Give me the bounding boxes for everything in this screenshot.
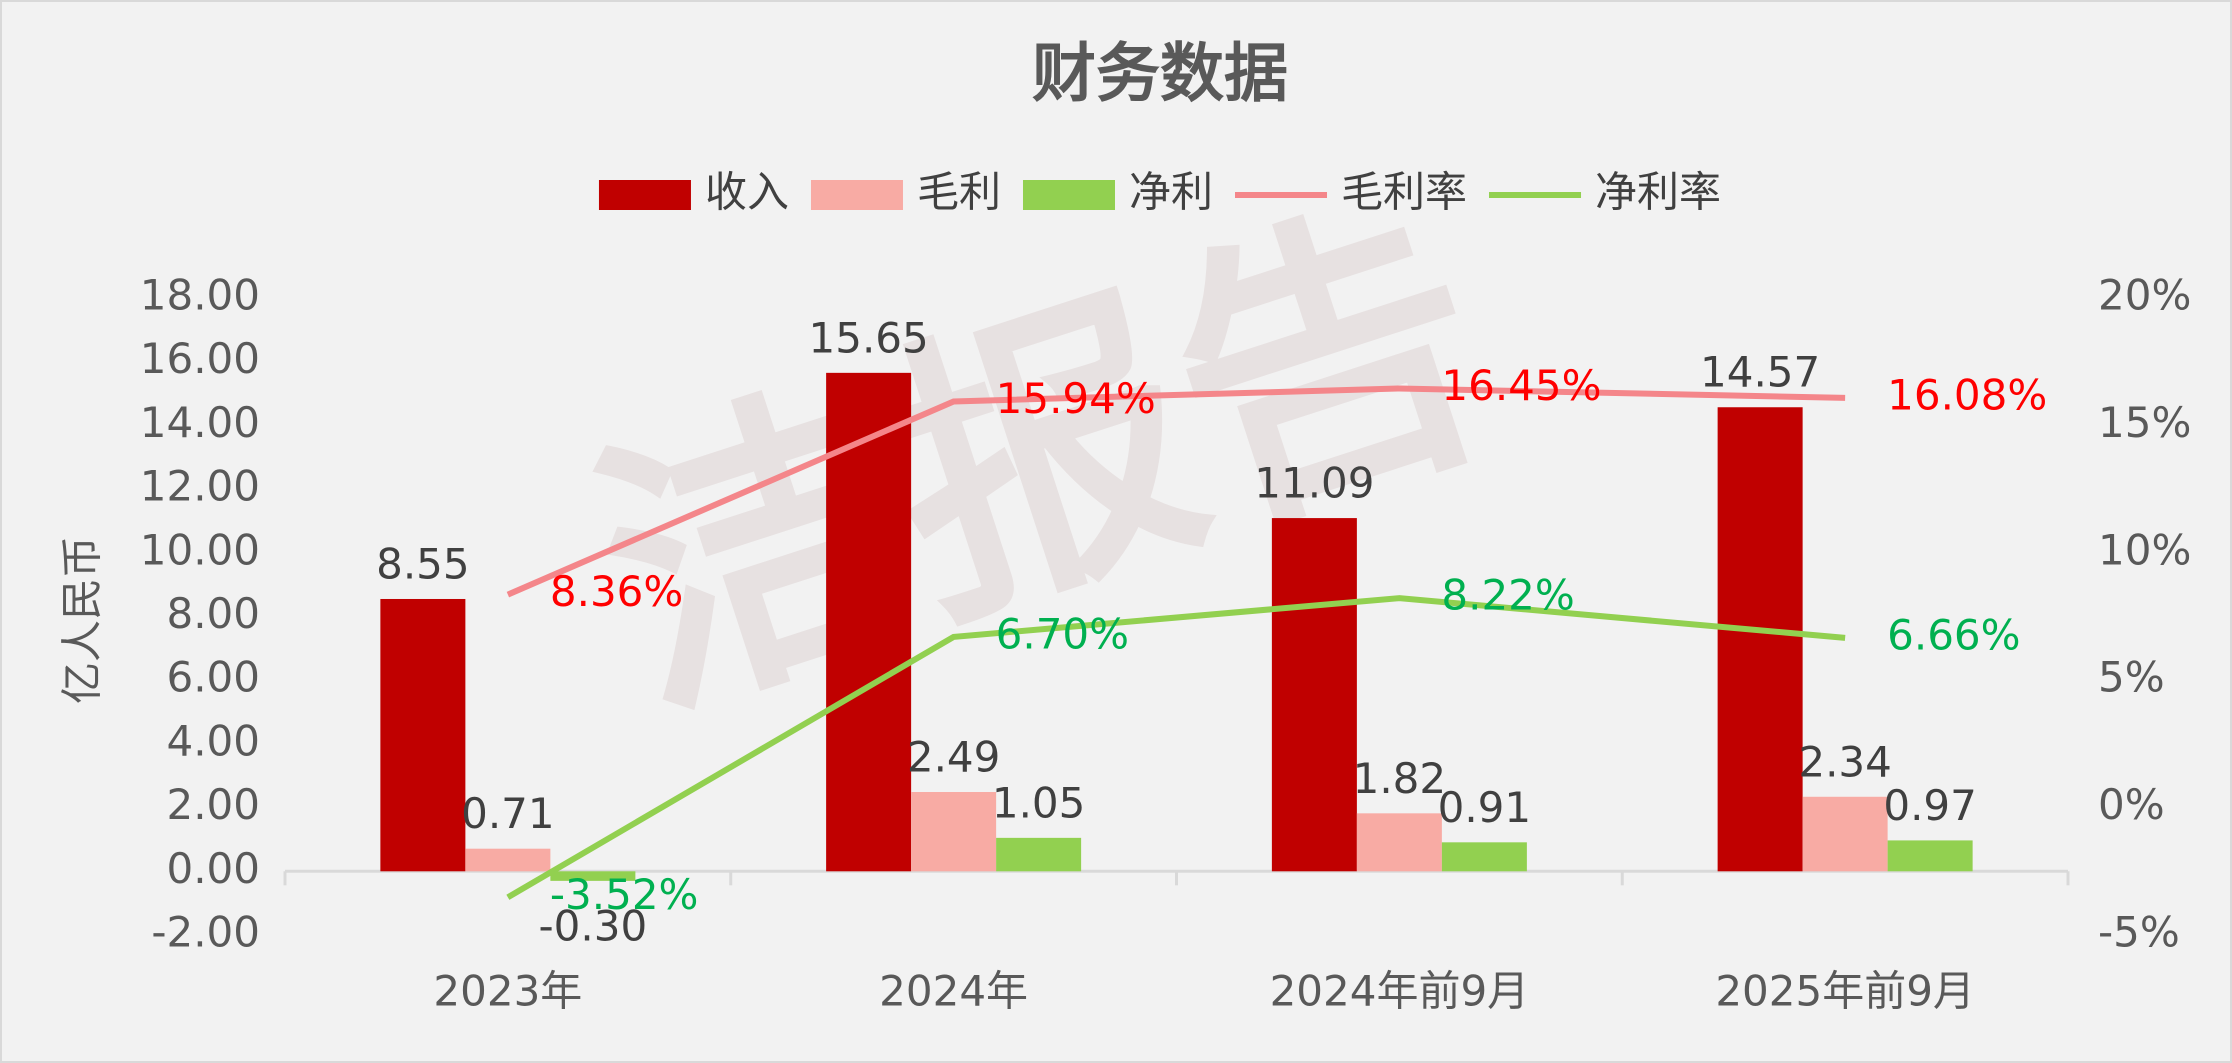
- data-label: 2.34: [1798, 737, 1892, 786]
- bar: [826, 372, 912, 872]
- data-label: 0.71: [461, 789, 555, 838]
- chart-title: 财务数据: [1032, 38, 1288, 112]
- y-tick-label: 8.00: [166, 589, 260, 638]
- y-tick-label: 2.00: [166, 780, 260, 829]
- line-label: 8.36%: [550, 567, 683, 616]
- y-tick-label: 0.00: [166, 844, 260, 893]
- legend-label: 毛利率: [1341, 168, 1467, 217]
- legend-label: 净利: [1129, 168, 1213, 217]
- line-label: 16.45%: [1441, 361, 1601, 410]
- watermark: 洁报告: [561, 155, 1525, 765]
- y-tick-label: 12.00: [140, 462, 260, 511]
- data-label: 0.97: [1883, 781, 1977, 830]
- y2-tick-label: 10%: [2098, 525, 2191, 574]
- y2-tick-label: 0%: [2098, 780, 2165, 829]
- bar: [1802, 796, 1888, 872]
- bar: [1356, 813, 1442, 872]
- y-tick-label: 18.00: [140, 271, 260, 320]
- y-tick-label: 4.00: [166, 716, 260, 765]
- data-label: 15.65: [809, 313, 929, 362]
- bar: [911, 791, 997, 872]
- bar: [550, 871, 636, 881]
- legend-swatch: [1022, 180, 1115, 210]
- line-label: 6.70%: [996, 609, 1129, 658]
- data-label: 1.82: [1353, 754, 1447, 803]
- y-tick-label: 10.00: [140, 525, 260, 574]
- legend-label: 收入: [705, 168, 789, 217]
- line-label: 8.22%: [1441, 571, 1574, 620]
- bar: [465, 848, 551, 872]
- y2-tick-label: 20%: [2098, 271, 2191, 320]
- y2-tick-label: -5%: [2098, 908, 2180, 957]
- y2-tick-label: 15%: [2098, 398, 2191, 447]
- legend-swatch: [810, 180, 903, 210]
- bar: [996, 837, 1082, 872]
- y-tick-label: 14.00: [140, 398, 260, 447]
- data-label: 0.91: [1438, 783, 1532, 832]
- legend-swatch: [598, 180, 691, 210]
- data-label: -0.30: [539, 901, 648, 950]
- line-label: 15.94%: [996, 374, 1156, 423]
- line-label: 6.66%: [1887, 610, 2020, 659]
- line: [506, 595, 1846, 900]
- data-label: 8.55: [376, 539, 470, 588]
- data-label: 14.57: [1700, 348, 1820, 397]
- legend-label: 毛利: [917, 168, 1001, 217]
- data-label: 2.49: [907, 732, 1001, 781]
- bar: [1271, 518, 1357, 872]
- line-label: 16.08%: [1887, 370, 2047, 419]
- y-tick-label: 6.00: [166, 653, 260, 702]
- y-tick-label: -2.00: [151, 908, 260, 957]
- x-tick-label: 2024年前9月: [1270, 967, 1530, 1016]
- y2-tick-label: 5%: [2098, 653, 2165, 702]
- bar: [380, 598, 466, 872]
- y-tick-label: 16.00: [140, 334, 260, 383]
- line-label: -3.52%: [550, 870, 699, 919]
- legend-label: 净利率: [1595, 168, 1721, 217]
- data-label: 11.09: [1254, 459, 1374, 508]
- x-tick-label: 2025年前9月: [1715, 967, 1975, 1016]
- bar: [1717, 407, 1803, 872]
- data-label: 1.05: [992, 778, 1086, 827]
- bar: [1887, 840, 1973, 872]
- x-tick-label: 2023年: [433, 967, 582, 1016]
- line: [506, 385, 1846, 598]
- x-tick-label: 2024年: [879, 967, 1028, 1016]
- y-axis-label: 亿人民币: [58, 536, 107, 704]
- bar: [1441, 842, 1527, 872]
